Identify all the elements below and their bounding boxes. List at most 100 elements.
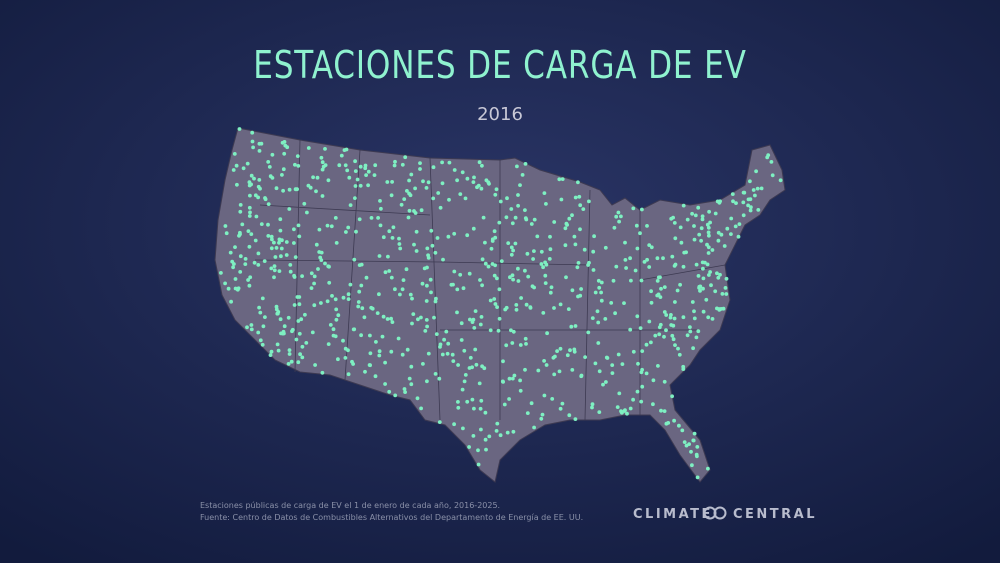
station-dot xyxy=(581,207,586,212)
station-dot xyxy=(467,271,472,276)
station-dot xyxy=(705,262,710,267)
station-dot xyxy=(415,396,420,401)
station-dot xyxy=(564,275,568,280)
station-dot xyxy=(484,178,489,183)
station-dot xyxy=(733,224,738,229)
station-dot xyxy=(442,337,446,342)
station-dot xyxy=(269,234,274,239)
station-dot xyxy=(472,175,476,180)
station-dot xyxy=(502,402,507,407)
station-dot xyxy=(289,359,294,364)
station-dot xyxy=(235,182,239,187)
station-dot xyxy=(468,317,472,322)
station-dot xyxy=(545,331,549,336)
station-dot xyxy=(567,413,572,418)
station-dot xyxy=(510,221,515,226)
station-dot xyxy=(504,305,509,310)
station-dot xyxy=(462,379,467,384)
station-dot xyxy=(634,223,639,228)
station-dot xyxy=(639,370,644,375)
station-dot xyxy=(459,321,464,326)
station-dot xyxy=(423,329,428,333)
station-dot xyxy=(390,180,394,184)
station-dot xyxy=(292,273,296,278)
station-dot xyxy=(672,418,676,423)
station-dot xyxy=(488,328,493,333)
station-dot xyxy=(266,222,270,227)
station-dot xyxy=(345,168,350,173)
station-dot xyxy=(578,203,583,208)
station-dot xyxy=(425,265,429,270)
station-dot xyxy=(701,309,706,314)
station-dot xyxy=(219,271,223,275)
station-dot xyxy=(363,369,367,374)
station-dot xyxy=(359,333,363,338)
station-dot xyxy=(387,269,392,273)
station-dot xyxy=(381,314,386,319)
station-dot xyxy=(277,240,281,245)
station-dot xyxy=(579,287,583,291)
station-dot xyxy=(681,315,686,320)
station-dot xyxy=(549,285,554,290)
station-dot xyxy=(389,316,393,321)
station-dot xyxy=(504,343,509,348)
station-dot xyxy=(280,238,284,243)
station-dot xyxy=(670,333,675,338)
station-dot xyxy=(426,180,431,185)
station-dot xyxy=(433,299,438,304)
station-dot xyxy=(351,362,355,366)
station-dot xyxy=(525,411,530,415)
station-dot xyxy=(274,186,279,191)
station-dot xyxy=(681,203,686,208)
station-dot xyxy=(724,292,729,296)
station-dot xyxy=(575,265,580,270)
station-dot xyxy=(543,273,548,278)
station-dot xyxy=(334,241,339,245)
station-dot xyxy=(486,264,491,269)
station-dot xyxy=(694,262,699,267)
station-dot xyxy=(681,264,686,269)
station-dot xyxy=(381,235,386,240)
station-dot xyxy=(642,260,647,264)
station-dot xyxy=(293,255,298,259)
station-dot xyxy=(664,313,669,317)
station-dot xyxy=(292,241,296,245)
station-dot xyxy=(586,330,591,335)
station-dot xyxy=(614,264,619,269)
station-dot xyxy=(378,199,382,203)
station-dot xyxy=(282,324,287,329)
station-dot xyxy=(347,175,352,180)
station-dot xyxy=(516,203,520,208)
station-dot xyxy=(275,342,280,347)
station-dot xyxy=(390,236,395,240)
station-dot xyxy=(736,234,741,239)
station-dot xyxy=(419,406,423,411)
station-dot xyxy=(445,351,450,356)
station-dot xyxy=(568,348,572,353)
station-dot xyxy=(539,416,544,421)
station-dot xyxy=(434,296,438,301)
station-dot xyxy=(657,332,662,337)
station-dot xyxy=(352,327,357,332)
station-dot xyxy=(398,246,403,251)
station-dot xyxy=(765,155,770,160)
station-dot xyxy=(604,380,608,384)
station-dot xyxy=(233,245,237,250)
station-dot xyxy=(483,261,488,266)
station-dot xyxy=(300,344,305,349)
station-dot xyxy=(400,287,405,292)
station-dot xyxy=(465,399,470,404)
station-dot xyxy=(270,176,275,180)
station-dot xyxy=(655,293,660,298)
station-dot xyxy=(287,207,292,211)
station-dot xyxy=(578,227,582,232)
station-dot xyxy=(541,265,545,270)
station-dot xyxy=(387,229,392,234)
station-dot xyxy=(492,297,497,301)
station-dot xyxy=(707,209,711,214)
station-dot xyxy=(542,191,547,196)
station-dot xyxy=(681,367,686,371)
station-dot xyxy=(386,254,390,259)
station-dot xyxy=(346,372,351,377)
